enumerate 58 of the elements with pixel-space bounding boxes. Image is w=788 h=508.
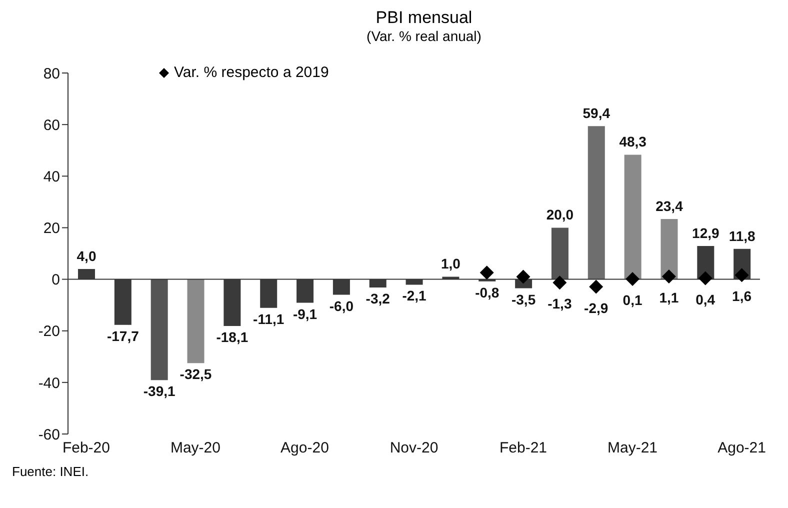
data-label: -18,1 <box>216 328 248 345</box>
x-tick-label: May-21 <box>608 440 658 457</box>
data-label: 48,3 <box>619 134 647 150</box>
point <box>698 271 712 286</box>
x-tick-label: Ago-20 <box>280 440 329 457</box>
bar <box>150 279 168 380</box>
point <box>626 272 640 286</box>
data-label: 0,4 <box>696 291 716 308</box>
data-label: -17,7 <box>106 328 140 344</box>
data-label: 4,0 <box>76 248 96 264</box>
data-label: -2,9 <box>584 300 608 316</box>
data-label: -39,1 <box>143 383 176 400</box>
x-tick-label: Nov-20 <box>390 440 438 457</box>
data-label: 1,1 <box>659 289 679 306</box>
chart-subtitle: (Var. % real anual) <box>366 28 482 44</box>
data-label: 59,4 <box>582 105 610 122</box>
data-label: -32,5 <box>180 366 212 382</box>
point <box>662 269 676 284</box>
data-label: -0,8 <box>475 284 500 300</box>
y-tick-label: 60 <box>43 116 60 134</box>
data-label: 0,1 <box>622 292 642 308</box>
point <box>552 276 567 290</box>
data-label: 1,0 <box>440 256 461 272</box>
y-tick-label: -20 <box>38 323 60 340</box>
data-label: -3,5 <box>511 291 536 308</box>
y-tick-label: 40 <box>43 168 60 186</box>
x-tick-label: Feb-20 <box>62 440 110 457</box>
y-tick-label: -40 <box>38 374 60 392</box>
data-label: 20,0 <box>546 206 574 223</box>
bar <box>624 154 642 280</box>
data-label: 12,9 <box>692 225 720 242</box>
y-tick-label: 80 <box>43 65 60 82</box>
y-tick-label: -60 <box>38 426 60 444</box>
bar <box>660 218 678 280</box>
bar <box>588 126 605 280</box>
data-label: -6,0 <box>329 298 354 314</box>
data-label: -1,3 <box>548 296 572 312</box>
data-label: -9,1 <box>292 306 318 322</box>
y-tick-label: 0 <box>52 272 60 289</box>
data-label: 23,4 <box>656 198 684 214</box>
legend-label: Var. % respecto a 2019 <box>174 64 329 81</box>
data-label: -2,1 <box>402 288 427 304</box>
data-label: -11,1 <box>253 310 284 327</box>
source-note: Fuente: INEI. <box>12 464 90 479</box>
y-tick-label: 20 <box>43 220 60 238</box>
data-label: -3,2 <box>366 290 390 307</box>
bar <box>551 228 568 280</box>
point <box>516 270 530 284</box>
point <box>589 280 604 294</box>
point <box>734 268 749 282</box>
x-tick-label: Ago-21 <box>718 440 766 457</box>
x-tick-label: May-20 <box>170 440 220 457</box>
point <box>480 266 494 280</box>
chart-title: PBI mensual <box>374 8 474 28</box>
x-tick-label: Feb-21 <box>500 440 548 457</box>
bar <box>187 279 204 364</box>
data-label: 11,8 <box>728 228 756 244</box>
data-label: 1,6 <box>732 288 752 304</box>
